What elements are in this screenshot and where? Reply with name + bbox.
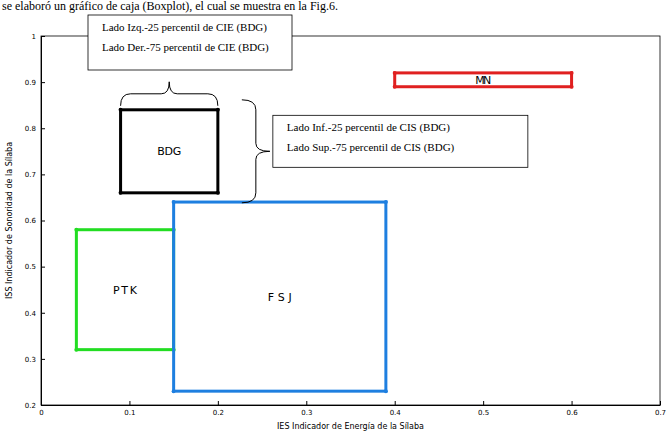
box-label: BDG [157, 145, 181, 158]
y-tick-mark [41, 82, 45, 83]
box-corner [119, 108, 123, 112]
box-corner [570, 71, 574, 75]
box-corner [216, 108, 220, 112]
y-tick: 0.6 [25, 217, 45, 225]
box [395, 73, 572, 87]
y-tick: 0.2 [25, 402, 45, 410]
plot-area [74, 71, 573, 393]
y-tick-mark [41, 36, 45, 37]
x-tick: 0.1 [124, 401, 135, 417]
plot-frame [41, 36, 660, 405]
y-tick-mark [41, 405, 45, 406]
x-tick-mark [306, 401, 307, 405]
box [174, 202, 386, 391]
y-axis-title: ISS Indicador de Sonoridad de la Sílaba [5, 142, 14, 299]
box-corner [384, 389, 388, 393]
annotation-text: Lado Izq.-25 percentil de CIE (BDG) [102, 21, 267, 34]
chart: se elaboró un gráfico de caja (Boxplot),… [0, 0, 671, 434]
box-corner [393, 71, 397, 75]
box-label: PTK [113, 284, 138, 297]
y-tick: 0.7 [25, 171, 45, 179]
y-tick: 1 [32, 33, 45, 41]
x-tick-label: 0.1 [124, 409, 135, 417]
x-tick-mark [483, 401, 484, 405]
x-tick-mark [395, 401, 396, 405]
y-tick-label: 0.2 [25, 402, 36, 410]
y-tick-mark [41, 359, 45, 360]
box-label: MN [475, 74, 491, 87]
y-tick: 0.4 [25, 309, 45, 317]
x-tick-label: 0.7 [655, 409, 666, 417]
box-labels: PTK FSJ BDG MN [113, 74, 491, 304]
x-axis-line [42, 405, 661, 406]
x-tick: 0.7 [655, 401, 666, 417]
y-tick: 0.9 [25, 79, 45, 87]
box-corner [216, 191, 220, 195]
box-corner [172, 200, 176, 204]
x-axis: 0 0.1 0.2 0.3 0.4 0.5 0.6 0.7 [39, 401, 666, 417]
y-tick-mark [41, 221, 45, 222]
box [121, 110, 218, 193]
x-tick: 0.5 [478, 401, 489, 417]
box-corner [74, 348, 78, 352]
box-corner [570, 85, 574, 89]
y-tick-label: 0.3 [25, 356, 36, 364]
x-tick-label: 0.5 [478, 409, 489, 417]
box-corner [119, 191, 123, 195]
annotation-text: Lado Der.-75 percentil de CIE (BDG) [102, 41, 269, 54]
annotation-text: Lado Inf.-25 percentil de CIS (BDG) [287, 121, 450, 134]
x-tick: 0.4 [390, 401, 402, 417]
y-tick-mark [41, 174, 45, 175]
y-tick-label: 0.4 [25, 309, 37, 317]
x-tick-label: 0.6 [567, 409, 579, 417]
box-corner [384, 200, 388, 204]
y-tick: 0.5 [25, 263, 45, 271]
y-tick-label: 0.5 [25, 263, 36, 271]
x-tick-mark [660, 401, 661, 405]
y-tick-mark [41, 267, 45, 268]
x-tick: 0.6 [567, 401, 579, 417]
y-tick-label: 0.8 [25, 125, 36, 133]
x-tick-mark [218, 401, 219, 405]
x-tick-label: 0 [39, 409, 43, 417]
x-tick: 0.3 [301, 401, 312, 417]
caption: se elaboró un gráfico de caja (Boxplot),… [2, 0, 338, 13]
y-tick-label: 0.9 [25, 79, 36, 87]
annotation-text: Lado Sup.-75 percentil de CIS (BDG) [287, 141, 455, 154]
box [76, 230, 173, 350]
annotation-box [273, 115, 528, 167]
box-corner [393, 85, 397, 89]
box-label: FSJ [268, 291, 292, 304]
y-axis: 0.2 0.3 0.4 0.5 0.6 0.7 0.8 0.9 1 [25, 33, 45, 410]
annotation-box [88, 15, 292, 70]
y-tick-label: 1 [32, 33, 36, 41]
y-tick: 0.3 [25, 356, 45, 364]
box-corner [172, 389, 176, 393]
x-tick: 0.2 [213, 401, 224, 417]
x-tick-mark [572, 401, 573, 405]
x-tick-label: 0.3 [301, 409, 312, 417]
x-axis-title: IES Indicador de Energía de la Sílaba [277, 422, 424, 431]
x-tick-label: 0.4 [390, 409, 402, 417]
y-tick: 0.8 [25, 125, 45, 133]
y-tick-label: 0.6 [25, 217, 37, 225]
box-corner [74, 228, 78, 232]
brace [242, 100, 270, 203]
y-tick-mark [41, 313, 45, 314]
x-tick-mark [129, 401, 130, 405]
annotations: Lado Izq.-25 percentil de CIE (BDG) Lado … [88, 15, 528, 203]
y-tick-label: 0.7 [25, 171, 36, 179]
y-tick-mark [41, 128, 45, 129]
x-tick-label: 0.2 [213, 409, 224, 417]
brace [121, 82, 218, 106]
